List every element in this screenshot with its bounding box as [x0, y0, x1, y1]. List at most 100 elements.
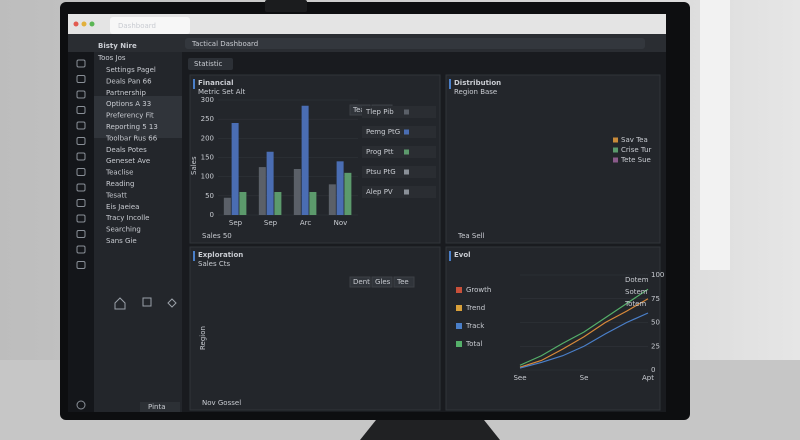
rail-icon[interactable] [76, 230, 86, 238]
sidebar-item: Sans Gie [106, 237, 137, 245]
panel-button-label: Gles [375, 278, 391, 286]
sidebar-item: Partnership [106, 89, 146, 97]
panel-title: Financial [198, 79, 234, 87]
bar [223, 197, 231, 215]
url-text: Tactical Dashboard [191, 40, 258, 48]
y-tick-label: 25 [651, 342, 660, 350]
window-close[interactable] [73, 21, 79, 27]
window-minimize[interactable] [81, 21, 87, 27]
line [519, 298, 649, 368]
y-axis-label: Sales [190, 156, 198, 175]
rail-icon[interactable] [76, 261, 86, 269]
legend-row [362, 146, 436, 158]
sidebar-icons[interactable] [114, 297, 177, 310]
bar [328, 184, 336, 215]
webcam [265, 0, 307, 12]
sidebar-item: Geneset Ave [106, 157, 150, 165]
legend-label: Crise Tur [621, 146, 652, 154]
rail-icon[interactable] [76, 214, 86, 223]
sidebar-item: Searching [106, 226, 141, 234]
panel-button[interactable] [393, 276, 415, 288]
settings-icon[interactable] [76, 400, 86, 410]
rail-icon[interactable] [76, 245, 86, 254]
x-tick-label: See [513, 374, 526, 382]
y-tick-label: 50 [651, 319, 660, 327]
rail-icon[interactable] [76, 199, 86, 207]
rail-icon[interactable] [76, 90, 86, 99]
x-tick-label: Se [580, 374, 589, 382]
window-frame [700, 0, 730, 270]
rail-icon[interactable] [76, 59, 86, 68]
legend-label: Sotem [625, 288, 648, 296]
sidebar-item: Reading [106, 180, 134, 188]
legend-label: Track [465, 322, 485, 330]
line [519, 288, 649, 366]
panel-button[interactable] [349, 276, 371, 288]
sidebar-selection [94, 96, 182, 138]
panel-accent [449, 79, 451, 89]
y-tick-label: 0 [210, 211, 214, 219]
rail-icon[interactable] [76, 121, 86, 130]
legend-label: Tete Sue [620, 156, 651, 164]
y-tick-label: 100 [651, 271, 664, 279]
panel-title: Distribution [454, 79, 501, 87]
rail-icon[interactable] [76, 75, 86, 83]
panel-button[interactable] [371, 276, 393, 288]
bar [231, 123, 239, 215]
sidebar-footer-box[interactable] [140, 402, 180, 412]
legend-label: Alep PV [366, 188, 393, 196]
x-tick-label: Sep [229, 219, 243, 227]
sidebar-subtitle: Toos Jos [97, 54, 126, 62]
sidebar-item: Deals Potes [106, 146, 147, 154]
legend-swatch [613, 147, 618, 153]
rail-icon[interactable] [76, 106, 86, 114]
sidebar-item: Deals Pan 66 [106, 77, 152, 85]
sidebar-item: Teaclise [105, 169, 133, 177]
bar [293, 169, 301, 215]
sidebar-item: Tesatt [105, 191, 127, 199]
window-maximize[interactable] [89, 21, 95, 27]
panel-subtitle: Region Base [454, 88, 497, 96]
sidebar-item: Options A 33 [106, 100, 151, 108]
sidebar-item: Toolbar Rus 66 [105, 134, 158, 142]
legend-swatch [404, 109, 409, 115]
legend-swatch [404, 169, 409, 175]
rail-icon[interactable] [76, 137, 86, 145]
x-tick-label: Sep [264, 219, 278, 227]
legend-label: Growth [466, 286, 491, 294]
panel-accent [193, 251, 195, 261]
legend-swatch [404, 189, 409, 195]
sidebar-title: Bisty Nire [98, 42, 137, 50]
rail-icon[interactable] [76, 152, 86, 161]
bar [258, 167, 266, 215]
y-tick-label: 75 [651, 295, 660, 303]
legend-label: Totem [624, 300, 646, 308]
bar [309, 192, 317, 215]
y-tick-label: 200 [201, 134, 214, 142]
panel-accent [449, 251, 451, 261]
panel-footer: Sales 50 [202, 232, 232, 240]
legend-swatch [613, 157, 618, 163]
x-tick-label: Arc [300, 219, 312, 227]
y-tick-label: 300 [201, 96, 214, 104]
url-field[interactable] [185, 38, 645, 49]
y-tick-label: 0 [651, 366, 655, 374]
legend-swatch [456, 323, 462, 329]
legend-label: Pemg PtG [366, 128, 400, 136]
toolbar-button[interactable] [188, 58, 233, 70]
bar [266, 151, 274, 215]
browser-tab[interactable] [110, 17, 190, 34]
rail-icon[interactable] [76, 183, 86, 192]
bar [336, 161, 344, 215]
x-tick-label: Apt [642, 374, 654, 382]
bar [274, 192, 282, 215]
rail-icon[interactable] [76, 168, 86, 176]
legend-label: Sav Tea [621, 136, 648, 144]
legend-label: Ptsu PtG [366, 168, 396, 176]
bar [344, 172, 352, 215]
sidebar-item: Reporting 5 13 [106, 123, 158, 131]
legend-label: Prog Ptt [366, 148, 394, 156]
panel-button-label: Dent [353, 278, 370, 286]
